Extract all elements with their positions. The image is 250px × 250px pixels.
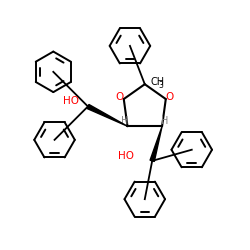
Text: 3: 3: [159, 81, 164, 90]
Polygon shape: [87, 104, 128, 126]
Text: H: H: [121, 116, 128, 126]
Text: HO: HO: [118, 152, 134, 162]
Text: H: H: [161, 116, 169, 126]
Text: CH: CH: [150, 77, 164, 87]
Text: HO: HO: [63, 96, 79, 106]
Text: O: O: [166, 92, 174, 102]
Text: O: O: [116, 92, 124, 102]
Polygon shape: [150, 126, 162, 162]
